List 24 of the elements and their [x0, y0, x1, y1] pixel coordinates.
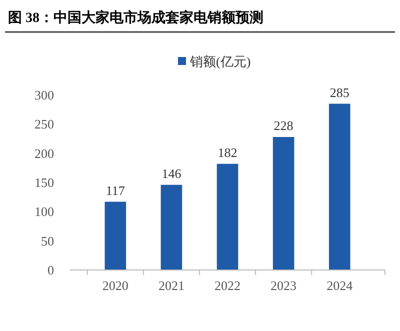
y-tick-label: 0	[48, 262, 54, 278]
y-tick-label: 100	[34, 204, 54, 220]
x-tick-label: 2024	[326, 278, 354, 293]
y-tick-label: 150	[34, 175, 54, 190]
data-label: 182	[218, 144, 238, 160]
y-tick-label: 250	[34, 116, 54, 132]
bar	[104, 202, 126, 270]
y-tick-label: 200	[34, 146, 54, 161]
y-tick-label: 300	[34, 88, 54, 103]
legend-label: 销额(亿元)	[189, 54, 251, 69]
x-tick-label: 2022	[214, 278, 240, 293]
bar	[328, 104, 350, 270]
data-label: 285	[330, 84, 350, 100]
data-label: 117	[106, 182, 126, 198]
data-label: 228	[274, 118, 294, 133]
x-tick-label: 2023	[270, 278, 297, 293]
bar	[160, 184, 182, 270]
x-tick-label: 2021	[158, 278, 184, 293]
data-label: 146	[162, 166, 182, 181]
chart-title: 图 38：中国大家电市场成套家电销额预测	[8, 9, 264, 26]
bar	[272, 137, 294, 270]
bar	[216, 164, 238, 270]
x-tick-label: 2020	[102, 278, 128, 293]
y-tick-label: 50	[41, 233, 54, 248]
